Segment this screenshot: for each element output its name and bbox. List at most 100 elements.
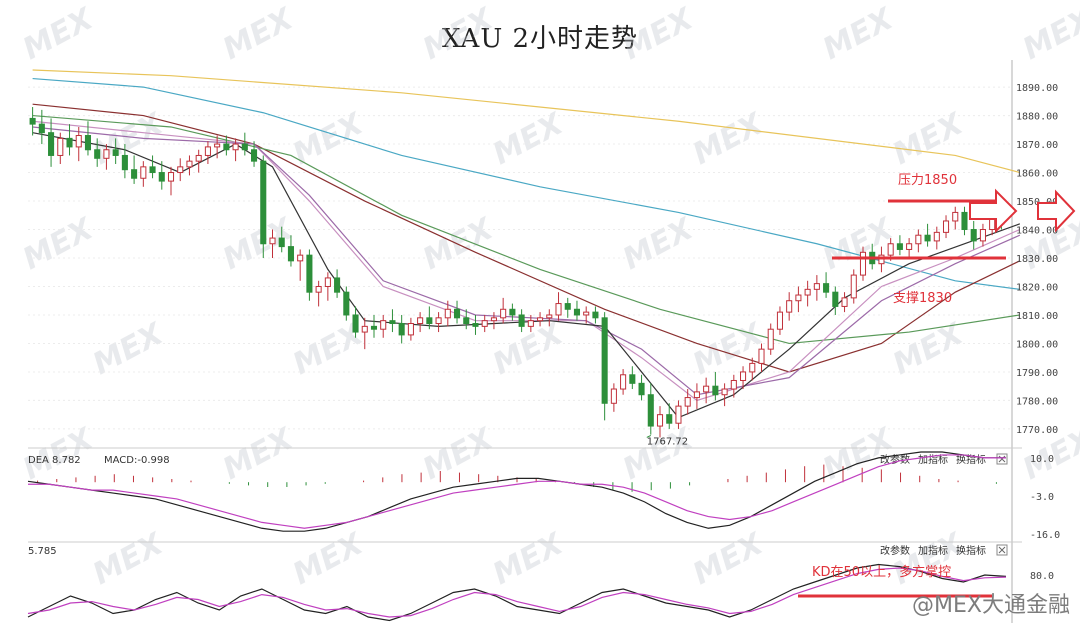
candle-body bbox=[979, 229, 986, 242]
candle-body bbox=[223, 143, 230, 151]
candle-body bbox=[703, 385, 710, 393]
moving-average-line bbox=[32, 77, 1020, 290]
candle-body bbox=[94, 149, 101, 159]
candle-body bbox=[463, 317, 470, 325]
kdj-note: KD在50以上，多方掌控 bbox=[812, 564, 951, 580]
candle-body bbox=[592, 311, 599, 319]
candle-body bbox=[915, 234, 922, 245]
candle-body bbox=[324, 277, 331, 287]
candle-body bbox=[380, 320, 387, 330]
candle-body bbox=[334, 277, 341, 293]
panel-button[interactable]: 加指标 bbox=[918, 544, 948, 557]
candle-body bbox=[297, 254, 304, 262]
price-tick-label: 1890.00 bbox=[1016, 83, 1058, 94]
panel-button[interactable]: 换指标 bbox=[956, 544, 986, 557]
candle-body bbox=[149, 166, 156, 174]
watermark-text: MEX bbox=[617, 211, 700, 277]
panel-button[interactable]: 换指标 bbox=[956, 453, 986, 466]
arrow-right-icon bbox=[969, 188, 1018, 234]
panel-button[interactable]: 加指标 bbox=[918, 453, 948, 466]
low-pointer bbox=[646, 434, 652, 438]
candle-body bbox=[269, 237, 276, 245]
arrow-right-icon bbox=[1037, 189, 1076, 233]
annotation-layer: 压力1850 支撑1830 1767.72 bbox=[646, 173, 1076, 447]
price-axis: 1890.001880.001870.001860.001850.001840.… bbox=[1016, 83, 1058, 436]
candle-body bbox=[518, 314, 525, 327]
candle-body bbox=[352, 314, 359, 333]
candle-body bbox=[527, 320, 534, 327]
price-tick-label: 1840.00 bbox=[1016, 226, 1058, 237]
candle-body bbox=[29, 117, 36, 125]
candle-body bbox=[776, 311, 783, 330]
candle-body bbox=[841, 297, 848, 307]
kdj-label: 5.785 bbox=[28, 546, 57, 557]
candle-body bbox=[177, 166, 184, 174]
support-label: 支撑1830 bbox=[893, 291, 952, 306]
watermark-text: MEX bbox=[617, 421, 700, 487]
candle-body bbox=[813, 283, 820, 290]
candle-body bbox=[444, 308, 451, 319]
candle-body bbox=[712, 385, 719, 396]
kdj-k-line bbox=[27, 563, 1007, 622]
candle-body bbox=[573, 308, 581, 316]
watermark-text: MEX bbox=[817, 1, 900, 67]
kdj-panel: 5.785 改参数 加指标 换指标 80.0 KD在50以上，多方掌控 bbox=[27, 544, 1054, 622]
candle-body bbox=[481, 320, 488, 327]
macd-tick-label: 10.0 bbox=[1030, 454, 1054, 465]
candle-body bbox=[48, 132, 55, 156]
panel-button[interactable]: 改参数 bbox=[880, 544, 910, 557]
candle-body bbox=[906, 243, 913, 250]
candle-body bbox=[924, 234, 931, 242]
candle-body bbox=[214, 143, 221, 148]
candle-body bbox=[57, 137, 64, 156]
candle-body bbox=[583, 311, 590, 316]
candle-body bbox=[417, 317, 424, 325]
candle-body bbox=[666, 414, 673, 424]
candle-body bbox=[453, 308, 461, 319]
candle-body bbox=[758, 348, 765, 364]
watermark-text: MEX bbox=[417, 421, 500, 487]
candle-body bbox=[786, 300, 793, 313]
candle-body bbox=[167, 172, 175, 182]
candle-body bbox=[500, 308, 507, 319]
watermark-text: MEX bbox=[217, 211, 300, 277]
watermark-text: MEX bbox=[217, 1, 300, 67]
candlestick-layer bbox=[29, 107, 1005, 438]
price-tick-label: 1870.00 bbox=[1016, 140, 1058, 151]
candle-body bbox=[121, 154, 128, 171]
watermark-text: MEX bbox=[617, 1, 700, 67]
dea-label: DEA 8.782 bbox=[28, 455, 81, 466]
candle-body bbox=[38, 123, 45, 134]
price-tick-label: 1860.00 bbox=[1016, 169, 1058, 180]
candle-body bbox=[610, 388, 617, 404]
watermark-text: MEX bbox=[17, 421, 100, 487]
candle-body bbox=[638, 382, 645, 396]
candle-body bbox=[970, 229, 977, 242]
candle-body bbox=[287, 246, 294, 262]
candle-body bbox=[66, 137, 73, 148]
candle-body bbox=[140, 166, 147, 179]
candle-body bbox=[730, 379, 737, 390]
candle-body bbox=[306, 254, 313, 293]
candle-body bbox=[112, 149, 119, 156]
candle-body bbox=[131, 169, 138, 179]
chart-title: XAU 2小时走势 bbox=[441, 24, 639, 54]
candle-body bbox=[555, 303, 562, 316]
candle-body bbox=[832, 291, 839, 307]
candle-body bbox=[859, 251, 867, 276]
candle-body bbox=[675, 405, 682, 424]
watermark-text: MEX bbox=[887, 526, 970, 592]
watermark-text: MEX bbox=[1017, 1, 1080, 67]
price-tick-label: 1810.00 bbox=[1016, 311, 1058, 322]
candle-body bbox=[509, 308, 516, 316]
price-tick-label: 1780.00 bbox=[1016, 396, 1058, 407]
moving-average-line bbox=[32, 69, 1020, 174]
candle-body bbox=[232, 143, 239, 151]
candle-body bbox=[195, 154, 202, 162]
candle-body bbox=[850, 274, 857, 299]
price-tick-label: 1790.00 bbox=[1016, 368, 1058, 379]
macd-panel: DEA 8.782 MACD:-0.998 改参数 加指标 换指标 10.0-3.0-16… bbox=[27, 451, 1060, 541]
price-tick-label: 1800.00 bbox=[1016, 339, 1058, 350]
candle-body bbox=[343, 291, 350, 316]
